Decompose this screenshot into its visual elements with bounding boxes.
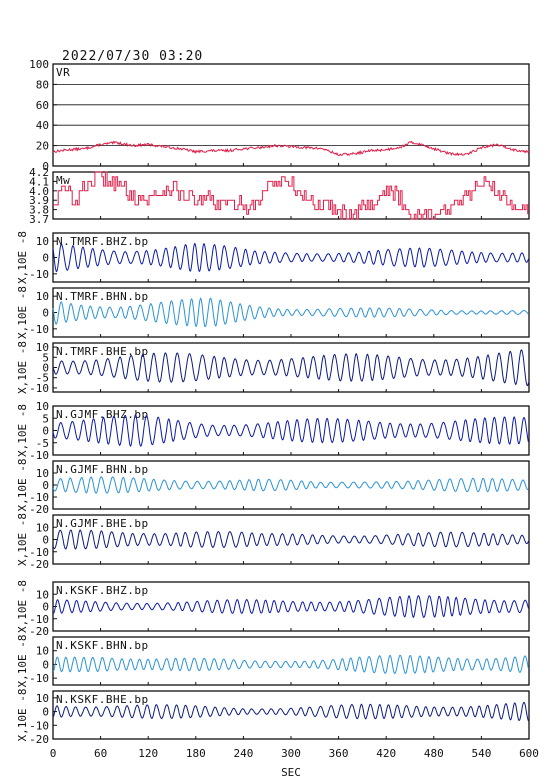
x-tick-label: 300 <box>281 747 301 760</box>
waveform-n-kskf-bhe-title: N.KSKF.BHE.bp <box>56 693 149 706</box>
mw-panel-ytick-label: 3.7 <box>29 213 49 226</box>
x-tick-label: 360 <box>329 747 349 760</box>
waveform-n-kskf-bhz-trace <box>52 595 529 619</box>
waveform-n-tmrf-bhn-ytick-label: 0 <box>42 307 49 320</box>
waveform-n-kskf-bhe-ylabel: X,10E -8 <box>16 689 29 742</box>
waveform-n-kskf-bhn-trace <box>52 654 529 675</box>
waveform-n-gjmf-bhe-ytick-label: 0 <box>42 534 49 547</box>
waveform-n-gjmf-bhz-title: N.GJMF.BHZ.bp <box>56 408 149 421</box>
waveform-n-kskf-bhz-ytick-label: -10 <box>29 613 49 626</box>
waveform-n-kskf-bhn-title: N.KSKF.BHN.bp <box>56 639 149 652</box>
waveform-n-kskf-bhe-trace <box>52 701 529 722</box>
timestamp: 2022/07/30 03:20 <box>62 49 204 64</box>
vr-panel-ytick-label: 100 <box>29 58 49 71</box>
waveform-n-tmrf-bhe-ytick-label: 0 <box>42 362 49 375</box>
vr-panel-series-line <box>52 140 530 157</box>
vr-panel-ytick-label: 0 <box>42 160 49 173</box>
waveform-n-gjmf-bhz-ylabel: X,10E -8 <box>16 404 29 457</box>
waveform-n-tmrf-bhz-ylabel: X,10E -8 <box>16 231 29 284</box>
waveform-n-kskf-bhz-ytick-label: 10 <box>36 588 49 601</box>
vr-panel-ytick-label: 40 <box>36 119 49 132</box>
waveform-n-gjmf-bhn-title: N.GJMF.BHN.bp <box>56 463 149 476</box>
x-tick-label: 120 <box>138 747 158 760</box>
vr-panel-ytick-label: 80 <box>36 78 49 91</box>
waveform-n-gjmf-bhn-ytick-label: 0 <box>42 479 49 492</box>
x-tick-label: 240 <box>233 747 253 760</box>
mw-panel-ytick-label: 3.8 <box>29 204 49 217</box>
waveform-n-tmrf-bhn-ytick-label: -10 <box>29 323 49 336</box>
waveform-n-gjmf-bhe-title: N.GJMF.BHE.bp <box>56 517 149 530</box>
mw-panel-ytick-label: 4.2 <box>29 166 49 179</box>
x-tick-label: 480 <box>424 747 444 760</box>
mw-panel-ytick-label: 3.9 <box>29 194 49 207</box>
waveform-n-gjmf-bhe-ytick-label: 10 <box>36 521 49 534</box>
waveform-n-gjmf-bhz-ytick-label: 10 <box>36 400 49 413</box>
vr-panel-ytick-label: 20 <box>36 140 49 153</box>
waveform-n-gjmf-bhn-ylabel: X,10E -8 <box>16 459 29 512</box>
waveform-n-tmrf-bhe-trace <box>52 349 529 387</box>
mw-panel-ytick-label: 4.1 <box>29 175 49 188</box>
waveform-n-tmrf-bhz-ytick-label: 0 <box>42 252 49 265</box>
waveform-n-tmrf-bhz-trace <box>52 242 529 272</box>
waveform-n-kskf-bhz-title: N.KSKF.BHZ.bp <box>56 584 149 597</box>
waveform-n-kskf-bhe-ytick-label: -20 <box>29 733 49 746</box>
waveform-n-tmrf-bhn-trace <box>52 297 529 328</box>
waveform-n-gjmf-bhe-ytick-label: -10 <box>29 546 49 559</box>
x-tick-label: 0 <box>50 747 57 760</box>
waveform-n-tmrf-bhn-ytick-label: 10 <box>36 290 49 303</box>
waveform-n-tmrf-bhz-title: N.TMRF.BHZ.bp <box>56 235 149 248</box>
waveform-n-tmrf-bhe-ytick-label: -10 <box>29 382 49 395</box>
vr-panel-frame <box>52 63 530 167</box>
waveform-n-tmrf-bhn-ylabel: X,10E -8 <box>16 286 29 339</box>
waveform-n-gjmf-bhe-trace <box>52 529 529 550</box>
waveform-n-kskf-bhz-ylabel: X,10E -8 <box>16 580 29 633</box>
waveform-n-tmrf-bhz-ytick-label: -10 <box>29 268 49 281</box>
waveform-n-kskf-bhe-ytick-label: -10 <box>29 719 49 732</box>
x-tick-label: 420 <box>376 747 396 760</box>
waveform-n-gjmf-bhn-ytick-label: -20 <box>29 503 49 516</box>
waveform-n-gjmf-bhz-ytick-label: -5 <box>36 437 49 450</box>
mw-panel-frame <box>52 171 530 220</box>
waveform-n-kskf-bhz-ytick-label: -20 <box>29 625 49 638</box>
waveform-n-gjmf-bhe-ytick-label: -20 <box>29 558 49 571</box>
mw-panel-ytick-label: 4.0 <box>29 185 49 198</box>
waveform-n-kskf-bhn-ylabel: X,10E -8 <box>16 635 29 688</box>
x-tick-label: 60 <box>94 747 107 760</box>
waveform-n-gjmf-bhz-ytick-label: -10 <box>29 449 49 462</box>
mw-panel-series-line <box>53 171 529 220</box>
waveform-n-kskf-bhe-ytick-label: 10 <box>36 692 49 705</box>
mw-panel-title: Mw <box>56 174 70 187</box>
waveform-n-gjmf-bhz-ytick-label: 0 <box>42 425 49 438</box>
waveform-n-kskf-bhn-ytick-label: -10 <box>29 672 49 685</box>
waveform-n-gjmf-bhn-ytick-label: -10 <box>29 491 49 504</box>
x-tick-label: 180 <box>186 747 206 760</box>
waveform-n-gjmf-bhn-trace <box>52 476 529 494</box>
waveform-n-gjmf-bhz-trace <box>52 414 529 447</box>
waveform-n-tmrf-bhz-ytick-label: 10 <box>36 235 49 248</box>
waveform-n-kskf-bhz-ytick-label: 0 <box>42 601 49 614</box>
waveform-n-gjmf-bhz-ytick-label: 5 <box>42 412 49 425</box>
vr-panel-title: VR <box>56 66 70 79</box>
x-tick-label: 600 <box>519 747 539 760</box>
waveform-n-tmrf-bhn-title: N.TMRF.BHN.bp <box>56 290 149 303</box>
waveform-n-tmrf-bhe-ytick-label: 5 <box>42 351 49 364</box>
waveform-n-tmrf-bhe-ytick-label: -5 <box>36 372 49 385</box>
waveform-n-gjmf-bhe-ylabel: X,10E -8 <box>16 513 29 566</box>
waveform-n-tmrf-bhe-title: N.TMRF.BHE.bp <box>56 345 149 358</box>
vr-panel-ytick-label: 60 <box>36 99 49 112</box>
waveform-n-gjmf-bhn-ytick-label: 10 <box>36 467 49 480</box>
x-tick-label: 540 <box>471 747 491 760</box>
x-axis-label: SEC <box>281 766 301 779</box>
waveform-n-kskf-bhe-ytick-label: 0 <box>42 706 49 719</box>
waveform-n-tmrf-bhe-ylabel: X,10E -8 <box>16 341 29 394</box>
waveform-n-kskf-bhn-ytick-label: 0 <box>42 658 49 671</box>
waveform-n-kskf-bhn-ytick-label: 10 <box>36 645 49 658</box>
waveform-n-tmrf-bhe-ytick-label: 10 <box>36 341 49 354</box>
